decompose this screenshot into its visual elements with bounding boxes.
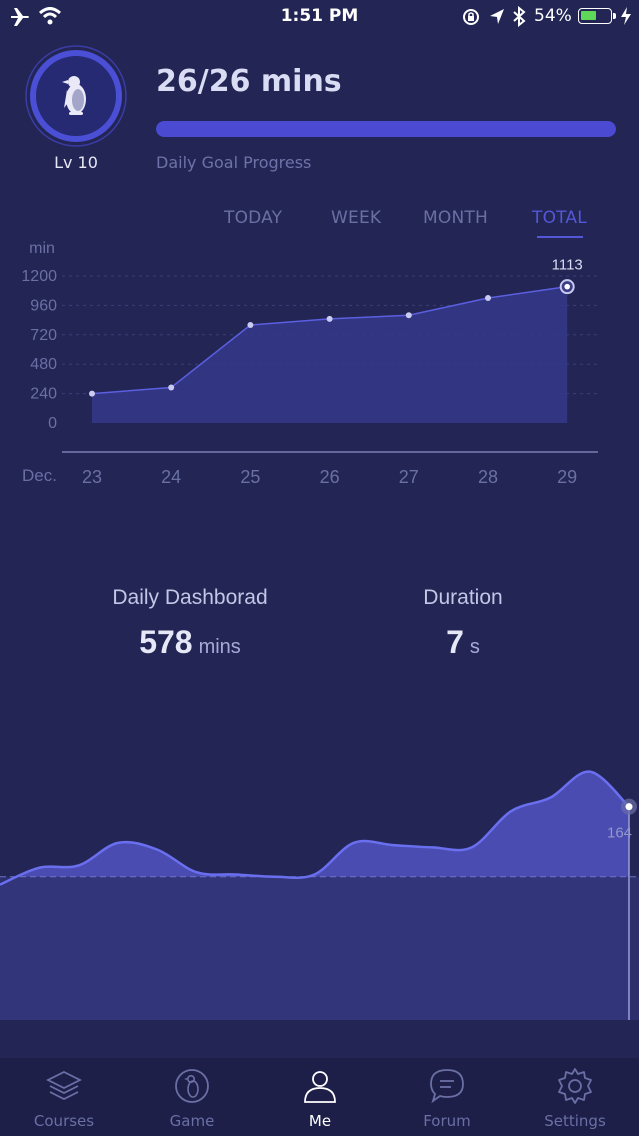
duration-value: 7 bbox=[446, 624, 464, 660]
battery-tip bbox=[613, 13, 616, 19]
nav-game[interactable]: Game bbox=[128, 1058, 256, 1136]
nav-game-label: Game bbox=[169, 1112, 215, 1130]
daily-dashboard-unit: mins bbox=[198, 636, 241, 658]
location-icon bbox=[490, 9, 504, 24]
y-axis-label: min bbox=[29, 240, 55, 257]
bluetooth-icon bbox=[513, 6, 526, 27]
level-label: Lv 10 bbox=[54, 153, 98, 172]
y-tick-label: 0 bbox=[48, 415, 57, 432]
goal-progress-label: Daily Goal Progress bbox=[156, 153, 312, 172]
bottom-tab-bar: Courses Game Me Forum Settings bbox=[0, 1058, 639, 1136]
x-axis-month-label: Dec. bbox=[22, 466, 57, 485]
charging-bolt-icon bbox=[621, 7, 631, 25]
x-tick-label: 27 bbox=[399, 467, 419, 487]
nav-courses[interactable]: Courses bbox=[0, 1058, 128, 1136]
nav-me-label: Me bbox=[308, 1112, 332, 1130]
data-point bbox=[168, 384, 175, 391]
duration-title: Duration bbox=[423, 586, 503, 609]
daily-dashboard-title: Daily Dashborad bbox=[112, 586, 268, 609]
battery-icon bbox=[578, 8, 612, 24]
goal-progress-bar bbox=[156, 121, 616, 137]
x-tick-label: 26 bbox=[320, 467, 340, 487]
highlight-point-dot bbox=[564, 283, 570, 290]
y-tick-label: 480 bbox=[30, 356, 57, 373]
y-tick-label: 240 bbox=[30, 386, 57, 403]
tab-month[interactable]: MONTH bbox=[423, 208, 488, 228]
data-point bbox=[405, 312, 412, 319]
daily-end-point bbox=[625, 803, 633, 811]
layers-icon bbox=[45, 1070, 83, 1101]
daily-end-value-label: 164 bbox=[607, 825, 632, 842]
total-area-fill bbox=[92, 286, 568, 423]
nav-forum-label: Forum bbox=[423, 1112, 471, 1130]
daily-activity-chart: 164 bbox=[0, 740, 639, 1020]
data-point bbox=[89, 390, 95, 397]
penguin-icon bbox=[175, 1069, 209, 1103]
penguin-avatar-icon bbox=[25, 45, 127, 147]
chat-bubble-icon bbox=[430, 1069, 464, 1104]
tab-today[interactable]: TODAY bbox=[224, 208, 283, 228]
daily-area-lower bbox=[0, 876, 639, 1020]
data-point bbox=[326, 315, 333, 322]
gear-icon bbox=[558, 1068, 592, 1104]
person-icon bbox=[304, 1071, 336, 1103]
daily-dashboard-value: 578 bbox=[139, 624, 193, 660]
x-tick-label: 23 bbox=[82, 467, 102, 487]
x-tick-label: 24 bbox=[161, 467, 181, 487]
total-minutes-chart: min 0 240 480 720 960 1200 1113 Dec. 23 24 25 26… bbox=[21, 240, 598, 487]
daily-series-line bbox=[0, 770, 630, 886]
active-tab-indicator bbox=[537, 236, 583, 238]
x-tick-label: 28 bbox=[478, 467, 498, 487]
y-tick-label: 1200 bbox=[21, 268, 57, 285]
nav-settings[interactable]: Settings bbox=[511, 1058, 639, 1136]
nav-courses-label: Courses bbox=[33, 1112, 95, 1130]
daily-dashboard-value-row: 578 mins bbox=[70, 624, 310, 661]
airplane-icon bbox=[11, 8, 29, 26]
status-time: 1:51 PM bbox=[280, 6, 359, 26]
data-point bbox=[247, 322, 254, 328]
x-tick-label: 29 bbox=[557, 467, 577, 487]
y-tick-label: 720 bbox=[30, 327, 57, 344]
nav-forum[interactable]: Forum bbox=[383, 1058, 511, 1136]
goal-text: 26/26 mins bbox=[156, 64, 342, 99]
status-bar: 1:51 PM 54% bbox=[0, 0, 639, 34]
x-tick-label: 25 bbox=[240, 467, 260, 487]
nav-me[interactable]: Me bbox=[256, 1058, 384, 1136]
avatar[interactable] bbox=[24, 44, 128, 148]
wifi-icon bbox=[38, 7, 62, 25]
tab-week[interactable]: WEEK bbox=[331, 208, 382, 228]
y-tick-label: 960 bbox=[30, 297, 57, 314]
duration-unit: s bbox=[469, 636, 480, 658]
nav-settings-label: Settings bbox=[544, 1112, 606, 1130]
rotation-lock-icon bbox=[463, 9, 479, 25]
goal-progress-fill bbox=[156, 121, 616, 137]
tab-total[interactable]: TOTAL bbox=[532, 208, 587, 228]
data-point bbox=[485, 295, 491, 302]
battery-percent: 54% bbox=[534, 6, 572, 26]
highlight-value-label: 1113 bbox=[552, 257, 583, 274]
